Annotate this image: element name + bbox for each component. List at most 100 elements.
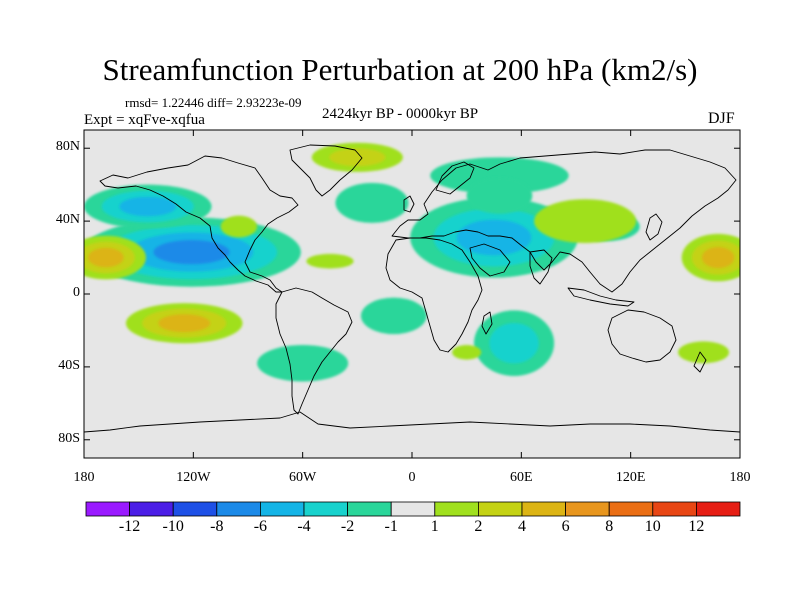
anomaly-contour — [534, 199, 637, 243]
anomaly-greenland-high — [311, 142, 403, 172]
coast-north-america — [99, 155, 299, 293]
coast-arabia — [469, 243, 511, 277]
anomaly-contour — [678, 341, 730, 364]
coast-india — [529, 249, 553, 285]
coast-indonesia — [567, 287, 635, 307]
coast-madagascar — [481, 311, 493, 335]
experiment-label: Expt = xqFve-xqfua — [84, 112, 205, 128]
anomaly-south-pacific-high — [125, 303, 243, 344]
anomaly-contour — [430, 157, 569, 194]
anomaly-indian-ocean-low — [473, 310, 555, 377]
lon-label: 120W — [176, 470, 211, 485]
anomaly-contour — [119, 196, 177, 217]
colorbar-swatch — [303, 501, 348, 517]
colorbar-swatch — [172, 501, 218, 517]
anomaly-contour — [88, 247, 124, 268]
colorbar-swatch — [477, 501, 523, 517]
anomaly-north-america-high — [220, 215, 258, 238]
coast-africa — [385, 237, 483, 353]
lon-label: 0 — [408, 470, 416, 485]
anomaly-europe-low — [466, 177, 533, 214]
colorbar-swatch — [390, 501, 436, 517]
colorbar-label: 12 — [688, 518, 705, 535]
colorbar-label: 6 — [561, 518, 570, 535]
colorbar-swatch — [608, 501, 654, 517]
anomaly-contour — [701, 247, 735, 269]
anomaly-tasman-high — [678, 341, 730, 364]
anomaly-contour — [466, 177, 533, 214]
colorbar-label: -12 — [118, 518, 141, 535]
colorbar-label: -1 — [384, 518, 398, 535]
anomaly-south-africa-high — [452, 345, 482, 360]
anomaly-west-pacific-high — [681, 233, 740, 282]
colorbar-label: -6 — [253, 518, 268, 535]
colorbar-swatch — [434, 501, 479, 517]
colorbar-label: 4 — [518, 518, 526, 535]
colorbar-swatch — [521, 501, 566, 517]
colorbar-swatch — [565, 501, 610, 517]
colorbar-swatch — [259, 501, 305, 517]
anomaly-tropical-atlantic-high — [306, 253, 354, 269]
colorbar-label: 1 — [430, 518, 439, 535]
anomaly-arctic-eurasia-low — [430, 157, 569, 194]
anomaly-contour — [153, 240, 230, 265]
anomaly-contour — [456, 219, 532, 256]
lat-label: 40N — [55, 212, 80, 228]
anomaly-asia-high — [534, 199, 637, 243]
colorbar-label: 8 — [605, 518, 614, 535]
period-label: 2424kyr BP - 0000kyr BP — [322, 106, 479, 122]
anomaly-north-pacific-low — [84, 184, 212, 229]
anomaly-contour — [335, 182, 409, 223]
map-background — [84, 130, 740, 458]
anomaly-contour — [220, 215, 258, 238]
coast-south-america — [275, 287, 353, 415]
lon-label: 180 — [73, 470, 95, 485]
colorbar-swatch — [129, 501, 174, 517]
anomaly-east-pacific-low — [84, 217, 301, 287]
anomaly-contour — [329, 148, 386, 167]
coast-greenland — [289, 144, 363, 197]
lon-label: 180 — [729, 470, 751, 485]
coast-new-zealand — [693, 351, 707, 373]
lat-label: 80S — [58, 430, 80, 446]
anomaly-south-atlantic-low-2 — [360, 297, 427, 335]
anomaly-contour — [360, 297, 427, 335]
anomaly-contour — [158, 314, 211, 333]
colorbar-swatch — [347, 501, 392, 517]
coast-australia — [607, 309, 677, 363]
colorbar-label: -2 — [340, 518, 355, 535]
colorbar-swatch — [85, 501, 130, 517]
anomaly-central-pacific-high — [84, 235, 146, 280]
colorbar-swatch — [216, 501, 261, 517]
coast-eurasia — [391, 149, 737, 293]
season-label: DJF — [708, 110, 735, 127]
colorbar-label: -10 — [162, 518, 184, 535]
anomaly-contour — [452, 345, 482, 360]
anomaly-contour — [257, 345, 349, 382]
lon-label: 60W — [289, 470, 317, 485]
colorbar-label: 2 — [474, 518, 483, 535]
colorbar-label: 10 — [644, 518, 661, 535]
rmsd-diff-stats: rmsd= 1.22446 diff= 2.93223e-09 — [125, 95, 302, 110]
map-ticks — [83, 130, 741, 458]
anomaly-contour — [489, 323, 539, 364]
anomaly-north-atlantic-low — [335, 182, 409, 223]
chart-title: Streamfunction Perturbation at 200 hPa (… — [102, 52, 698, 87]
lon-label: 120E — [615, 470, 646, 485]
colorbar-label: -8 — [210, 518, 224, 535]
coast-japan — [645, 213, 663, 241]
lat-label: 80N — [55, 139, 80, 155]
colorbar-label: -4 — [297, 518, 311, 535]
colorbar-swatch — [696, 501, 741, 517]
lat-label: 40S — [58, 357, 80, 373]
coast-british-isles — [403, 195, 415, 213]
anomaly-south-atlantic-low — [257, 345, 349, 382]
coast-scandinavia — [435, 161, 475, 195]
anomaly-contour — [306, 253, 354, 269]
coast-antarctica — [84, 411, 740, 433]
coastlines — [84, 144, 740, 433]
anomaly-field — [84, 142, 740, 382]
lon-label: 60E — [510, 470, 533, 485]
lat-label: 0 — [73, 285, 80, 300]
